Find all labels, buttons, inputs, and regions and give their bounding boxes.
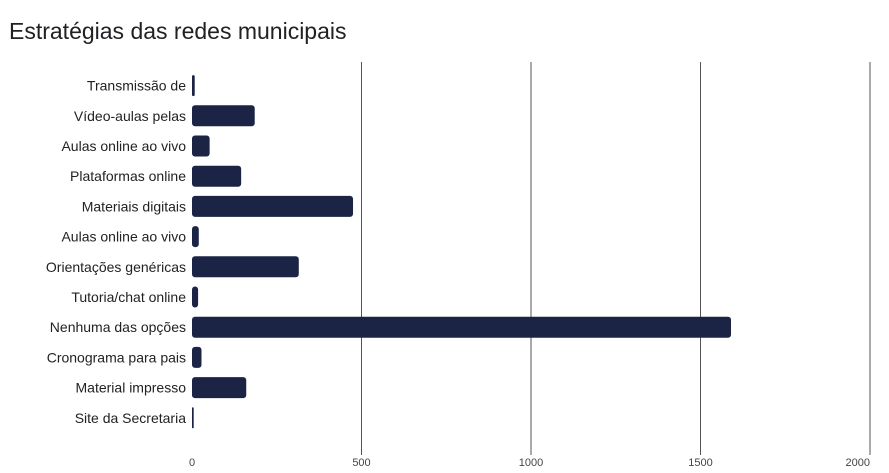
bar-3[interactable] xyxy=(192,165,242,187)
bar-2[interactable] xyxy=(192,135,210,157)
category-label: Aulas online ao vivo xyxy=(61,138,186,154)
bar-7[interactable] xyxy=(192,286,199,308)
category-labels: Transmissão de Vídeo-aulas pelas Aulas onl… xyxy=(46,78,186,426)
category-label: Materiais digitais xyxy=(82,198,186,214)
category-label: Nenhuma das opções xyxy=(50,319,186,335)
category-label: Material impresso xyxy=(76,380,187,396)
category-label: Orientações genéricas xyxy=(46,259,186,275)
grid-layer xyxy=(361,62,871,455)
x-tick-label: 2000 xyxy=(846,457,870,469)
bar-8[interactable] xyxy=(192,316,732,338)
bars-layer xyxy=(192,75,732,429)
bar-0[interactable] xyxy=(192,75,195,97)
bar-4[interactable] xyxy=(192,195,354,217)
bar-9[interactable] xyxy=(192,346,202,368)
category-label: Cronograma para pais xyxy=(47,349,186,365)
bar-6[interactable] xyxy=(192,256,299,278)
category-label: Transmissão de xyxy=(87,78,186,94)
x-tick-label: 500 xyxy=(352,457,370,469)
x-tick-label: 0 xyxy=(189,457,195,469)
category-label: Aulas online ao vivo xyxy=(61,229,186,245)
category-label: Tutoria/chat online xyxy=(71,289,186,305)
bar-11[interactable] xyxy=(192,407,194,429)
bar-1[interactable] xyxy=(192,105,255,127)
category-label: Vídeo-aulas pelas xyxy=(74,108,186,124)
bar-5[interactable] xyxy=(192,226,199,248)
category-label: Plataformas online xyxy=(70,168,186,184)
x-axis-tick-labels: 0 500 1000 1500 2000 xyxy=(189,457,870,469)
category-label: Site da Secretaria xyxy=(75,410,186,426)
chart-title: Estratégias das redes municipais xyxy=(9,18,347,44)
x-tick-label: 1500 xyxy=(688,457,712,469)
bar-10[interactable] xyxy=(192,377,247,399)
x-tick-label: 1000 xyxy=(519,457,543,469)
